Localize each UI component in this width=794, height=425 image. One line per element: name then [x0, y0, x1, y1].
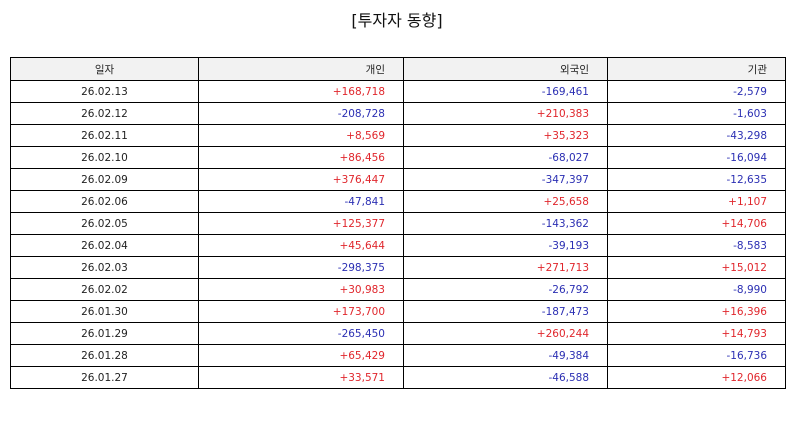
table-row: 26.01.27 +33,571 -46,588 +12,066 — [10, 366, 786, 389]
cell-foreign: +271,713 — [403, 256, 608, 279]
cell-individual: +173,700 — [198, 300, 404, 323]
cell-foreign: -143,362 — [403, 212, 608, 235]
table-row: 26.02.12 -208,728 +210,383 -1,603 — [10, 102, 786, 125]
cell-date: 26.02.12 — [10, 102, 199, 125]
cell-foreign: -49,384 — [403, 344, 608, 367]
column-header-institution: 기관 — [607, 57, 786, 81]
cell-foreign: -26,792 — [403, 278, 608, 301]
cell-individual: +45,644 — [198, 234, 404, 257]
table-row: 26.02.05 +125,377 -143,362 +14,706 — [10, 212, 786, 235]
cell-institution: +14,793 — [607, 322, 786, 345]
cell-institution: -8,990 — [607, 278, 786, 301]
cell-institution: -12,635 — [607, 168, 786, 191]
cell-institution: -16,736 — [607, 344, 786, 367]
table-row: 26.02.09 +376,447 -347,397 -12,635 — [10, 168, 786, 191]
investor-trend-table: 일자 개인 외국인 기관 26.02.13 +168,718 -169,461 -2,… — [10, 57, 786, 389]
column-header-foreign: 외국인 — [403, 57, 608, 81]
cell-institution: +12,066 — [607, 366, 786, 389]
table-row: 26.01.29 -265,450 +260,244 +14,793 — [10, 322, 786, 345]
cell-institution: -2,579 — [607, 80, 786, 103]
cell-date: 26.02.05 — [10, 212, 199, 235]
cell-individual: +168,718 — [198, 80, 404, 103]
cell-date: 26.02.02 — [10, 278, 199, 301]
table-row: 26.02.11 +8,569 +35,323 -43,298 — [10, 124, 786, 147]
cell-individual: +65,429 — [198, 344, 404, 367]
cell-date: 26.01.30 — [10, 300, 199, 323]
cell-date: 26.01.29 — [10, 322, 199, 345]
cell-foreign: -169,461 — [403, 80, 608, 103]
cell-date: 26.01.27 — [10, 366, 199, 389]
cell-individual: +33,571 — [198, 366, 404, 389]
cell-date: 26.02.09 — [10, 168, 199, 191]
cell-date: 26.02.03 — [10, 256, 199, 279]
cell-institution: -43,298 — [607, 124, 786, 147]
table-row: 26.02.06 -47,841 +25,658 +1,107 — [10, 190, 786, 213]
cell-institution: +16,396 — [607, 300, 786, 323]
cell-individual: +30,983 — [198, 278, 404, 301]
cell-institution: -1,603 — [607, 102, 786, 125]
cell-foreign: +260,244 — [403, 322, 608, 345]
cell-individual: -298,375 — [198, 256, 404, 279]
table-header-row: 일자 개인 외국인 기관 — [10, 57, 786, 81]
cell-institution: +15,012 — [607, 256, 786, 279]
cell-institution: +14,706 — [607, 212, 786, 235]
cell-individual: +125,377 — [198, 212, 404, 235]
table-row: 26.02.03 -298,375 +271,713 +15,012 — [10, 256, 786, 279]
cell-foreign: +25,658 — [403, 190, 608, 213]
cell-individual: -47,841 — [198, 190, 404, 213]
table-row: 26.02.13 +168,718 -169,461 -2,579 — [10, 80, 786, 103]
cell-institution: +1,107 — [607, 190, 786, 213]
cell-individual: +86,456 — [198, 146, 404, 169]
table-row: 26.01.30 +173,700 -187,473 +16,396 — [10, 300, 786, 323]
cell-foreign: -46,588 — [403, 366, 608, 389]
cell-date: 26.02.10 — [10, 146, 199, 169]
cell-individual: -208,728 — [198, 102, 404, 125]
cell-individual: +8,569 — [198, 124, 404, 147]
column-header-individual: 개인 — [198, 57, 404, 81]
cell-individual: -265,450 — [198, 322, 404, 345]
cell-date: 26.02.04 — [10, 234, 199, 257]
cell-date: 26.01.28 — [10, 344, 199, 367]
table-row: 26.01.28 +65,429 -49,384 -16,736 — [10, 344, 786, 367]
cell-date: 26.02.11 — [10, 124, 199, 147]
column-header-date: 일자 — [10, 57, 199, 81]
cell-foreign: -187,473 — [403, 300, 608, 323]
table-row: 26.02.10 +86,456 -68,027 -16,094 — [10, 146, 786, 169]
page-title: [투자자 동향] — [351, 11, 443, 30]
cell-foreign: +210,383 — [403, 102, 608, 125]
cell-date: 26.02.06 — [10, 190, 199, 213]
cell-institution: -16,094 — [607, 146, 786, 169]
cell-individual: +376,447 — [198, 168, 404, 191]
table-row: 26.02.04 +45,644 -39,193 -8,583 — [10, 234, 786, 257]
cell-foreign: +35,323 — [403, 124, 608, 147]
cell-foreign: -347,397 — [403, 168, 608, 191]
cell-foreign: -68,027 — [403, 146, 608, 169]
table-body: 26.02.13 +168,718 -169,461 -2,579 26.02.12 -2… — [10, 80, 786, 389]
cell-institution: -8,583 — [607, 234, 786, 257]
cell-date: 26.02.13 — [10, 80, 199, 103]
cell-foreign: -39,193 — [403, 234, 608, 257]
table-row: 26.02.02 +30,983 -26,792 -8,990 — [10, 278, 786, 301]
